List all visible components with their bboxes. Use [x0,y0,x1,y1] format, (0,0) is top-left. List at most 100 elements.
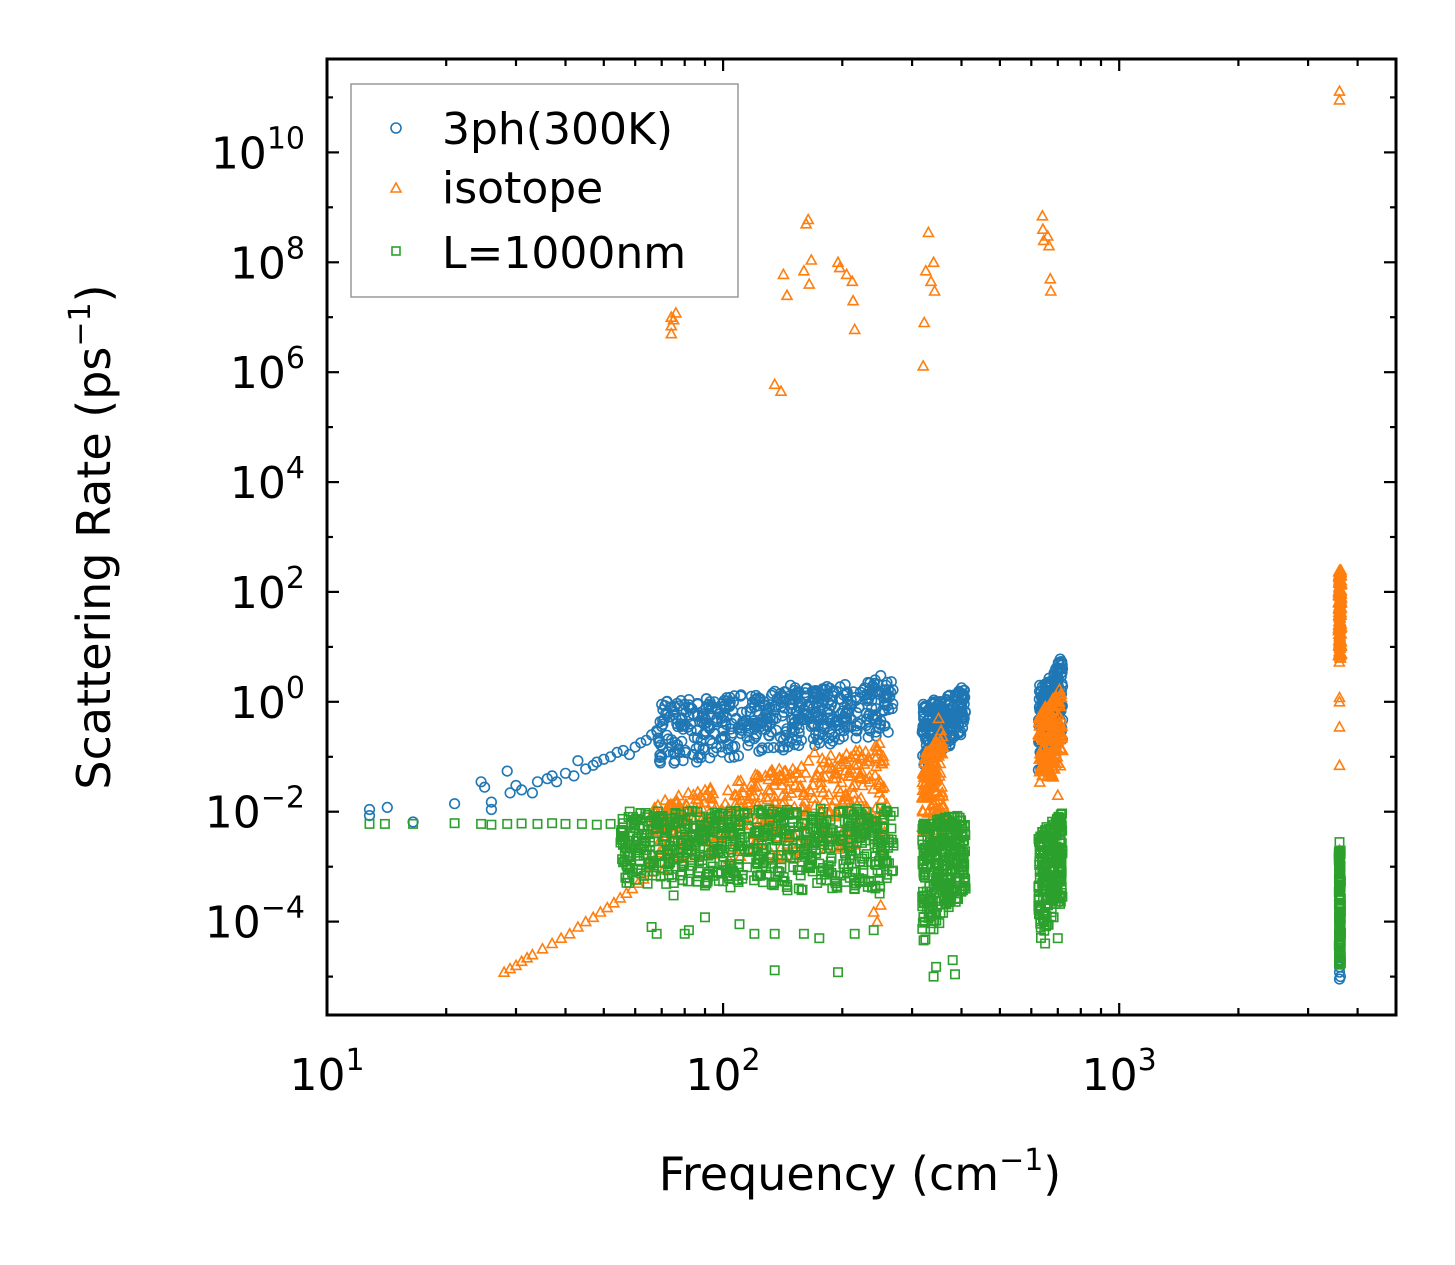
y-tick-label: 10−2 [205,781,305,839]
data-point [792,849,803,860]
data-point [945,896,956,907]
data-point [803,701,815,713]
data-point [844,827,855,838]
data-point [669,306,683,318]
data-point [1334,585,1348,597]
data-point [799,766,812,778]
data-point [792,864,803,875]
data-point [812,720,824,733]
data-point [957,820,968,831]
data-point [1038,848,1049,859]
data-point [942,721,954,733]
data-point [749,928,760,939]
data-point [630,823,641,834]
data-point [605,818,616,829]
data-point [576,818,587,829]
data-point [572,755,584,767]
data-point [640,812,651,823]
data-point [917,891,928,902]
data-point [680,798,694,810]
data-point [845,780,859,792]
data-point [798,928,809,939]
data-point [839,764,853,776]
data-point [779,824,790,835]
data-point [568,770,580,782]
data-point [725,882,736,893]
data-point [802,754,815,766]
data-point [699,712,711,725]
data-point [667,313,680,325]
data-point [781,723,793,735]
data-point [840,708,852,720]
data-point [870,914,884,927]
data-point [927,897,938,908]
y-axis-label-end: ) [67,284,121,302]
data-point [736,718,749,730]
data-point [787,817,798,828]
data-point [665,701,677,713]
data-point [832,967,843,978]
data-point [680,706,692,718]
data-point [708,696,720,708]
data-point [877,821,888,832]
data-point [734,819,745,830]
data-point [958,849,969,860]
data-point [1050,851,1061,862]
data-point [870,749,884,762]
data-point [917,917,928,928]
data-point [485,796,498,808]
data-point [700,820,711,831]
data-point [571,920,585,932]
data-point [922,752,935,765]
data-point [677,754,689,767]
data-point [918,935,929,946]
data-point [812,833,823,844]
data-point [797,264,811,276]
legend: 3ph(300K) isotope L=1000nm [350,83,739,298]
data-point [924,274,938,287]
data-point [407,816,419,828]
data-point [768,377,782,390]
data-point [919,872,930,883]
data-point [827,883,838,894]
data-point [958,684,970,697]
data-point [875,867,886,878]
data-point [786,762,800,774]
data-point [800,683,812,695]
data-point [872,685,885,697]
data-point [623,748,636,761]
data-point [771,833,782,844]
data-point [919,770,933,782]
data-point [1333,610,1347,623]
data-point [845,274,859,287]
data-point [874,898,888,910]
data-point [930,771,943,783]
data-point [855,765,869,778]
data-point [926,777,940,790]
data-point [701,878,712,889]
data-point [877,704,889,716]
data-point [718,796,732,809]
data-point [813,704,825,717]
data-point [871,821,882,832]
data-point [744,845,755,856]
data-point [1043,919,1054,930]
data-point [708,826,719,837]
data-point [862,710,875,722]
data-point [846,815,857,826]
data-point [379,818,390,829]
data-point [642,809,653,820]
data-point [798,794,812,807]
data-point [664,327,678,339]
data-point [795,837,806,848]
data-point [1334,937,1345,948]
data-point [813,832,824,843]
data-point [831,782,845,794]
data-point [927,796,941,809]
data-point [652,806,663,817]
data-point [1046,878,1057,889]
data-point [920,701,932,713]
data-point [624,806,635,817]
data-point [1038,892,1049,903]
data-point [952,726,964,739]
